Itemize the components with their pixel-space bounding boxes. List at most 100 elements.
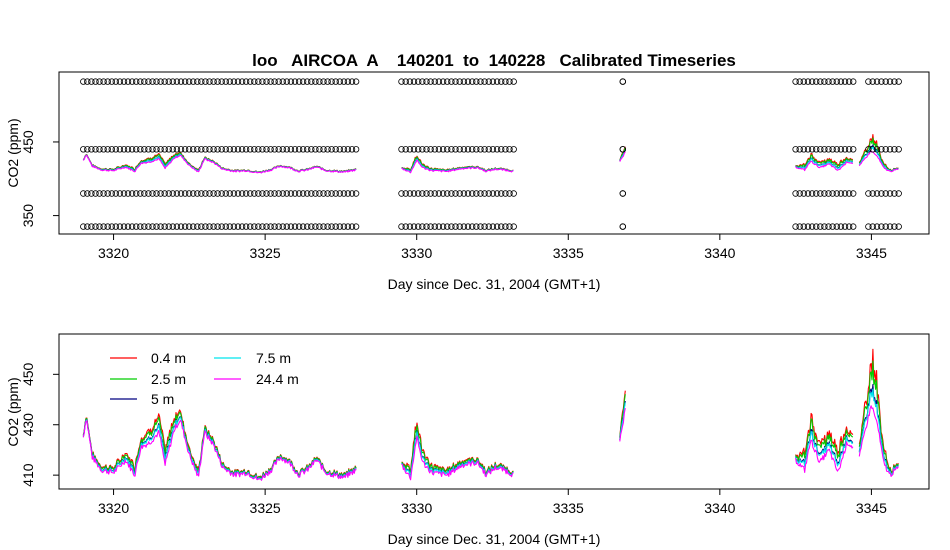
calibration-point: [460, 146, 468, 153]
calibration-point: [821, 146, 828, 153]
calibration-point: [402, 190, 409, 197]
calibration-point: [165, 146, 172, 153]
calibration-point: [886, 78, 894, 85]
bottom-y-tick-label-410: 410: [20, 463, 36, 487]
calibration-point: [222, 78, 229, 85]
calibration-point: [132, 223, 140, 230]
calibration-point: [878, 78, 885, 85]
calibration-point: [800, 146, 807, 153]
calibration-point: [410, 190, 418, 197]
calibration-point: [825, 146, 832, 153]
calibration-point: [456, 78, 463, 85]
calibration-point: [406, 190, 414, 197]
calibration-point: [177, 223, 185, 230]
bottom-series-7-5m-segment-4: [858, 388, 899, 476]
calibration-point: [419, 223, 426, 230]
calibration-point: [316, 190, 323, 197]
calibration-point: [267, 78, 274, 85]
calibration-point: [344, 78, 352, 85]
bottom-x-tick-label-3320: 3320: [98, 500, 129, 516]
bottom-series-24-4m-segment-3: [795, 439, 854, 473]
calibration-point: [226, 78, 233, 85]
calibration-point: [291, 78, 299, 85]
bottom-x-axis-label: Day since Dec. 31, 2004 (GMT+1): [388, 531, 601, 547]
calibration-point: [398, 223, 405, 230]
bottom-x-tick-label-3325: 3325: [250, 500, 281, 516]
bottom-plot-frame: [58, 333, 930, 490]
calibration-point: [332, 146, 339, 153]
calibration-point: [299, 223, 307, 230]
calibration-point: [837, 146, 845, 153]
calibration-point: [464, 78, 472, 85]
calibration-point: [821, 78, 828, 85]
calibration-point: [116, 78, 124, 85]
calibration-point: [145, 78, 152, 85]
calibration-point: [348, 78, 356, 85]
calibration-point: [845, 190, 853, 197]
calibration-point: [234, 190, 242, 197]
calibration-point: [181, 78, 189, 85]
calibration-point: [295, 223, 303, 230]
calibration-point: [882, 146, 889, 153]
calibration-point: [275, 146, 282, 153]
calibration-point: [218, 190, 225, 197]
calibration-point: [813, 146, 820, 153]
calibration-point: [279, 146, 286, 153]
legend-label-5m: 5 m: [151, 391, 174, 407]
top-x-axis: 3320 3325 3330 3335 3340 3345: [98, 234, 887, 261]
calibration-point: [833, 223, 840, 230]
calibration-point: [469, 223, 476, 230]
calibration-point: [489, 223, 497, 230]
calibration-point: [439, 78, 447, 85]
top-series-24-4m-segment-4: [858, 150, 899, 173]
calibration-point: [348, 146, 356, 153]
calibration-point: [279, 190, 286, 197]
calibration-point: [792, 190, 799, 197]
calibration-point: [316, 223, 323, 230]
calibration-point: [435, 190, 443, 197]
calibration-point: [452, 190, 459, 197]
calibration-point: [116, 223, 124, 230]
calibration-point: [88, 78, 95, 85]
calibration-point: [332, 223, 339, 230]
calibration-point: [177, 78, 185, 85]
bottom-series-2-5m-segment-0: [82, 411, 357, 479]
calibration-point: [132, 78, 140, 85]
calibration-point: [415, 78, 422, 85]
top-series-24-4m-segment-0: [82, 154, 357, 174]
calibration-point: [161, 146, 168, 153]
calibration-point: [100, 223, 107, 230]
calibration-point: [238, 78, 246, 85]
calibration-point: [96, 146, 103, 153]
calibration-point: [886, 190, 894, 197]
calibration-point: [435, 146, 443, 153]
calibration-point: [92, 190, 99, 197]
calibration-point: [153, 223, 160, 230]
calibration-point: [137, 190, 144, 197]
calibration-point: [402, 78, 409, 85]
calibration-point: [304, 223, 311, 230]
calibration-point: [796, 78, 803, 85]
calibration-point: [206, 190, 213, 197]
calibration-point: [796, 190, 803, 197]
bottom-x-tick-label-3330: 3330: [401, 500, 432, 516]
calibration-point: [804, 190, 812, 197]
calibration-point: [80, 223, 87, 230]
top-y-axis: 350 450: [20, 130, 59, 227]
calibration-point: [837, 78, 845, 85]
calibration-point: [865, 223, 872, 230]
calibration-point: [502, 190, 509, 197]
calibration-point: [792, 146, 799, 153]
calibration-point: [328, 78, 335, 85]
calibration-point: [271, 146, 278, 153]
calibration-point: [850, 223, 857, 230]
calibration-point: [477, 78, 484, 85]
calibration-point: [506, 190, 513, 197]
calibration-point: [189, 78, 197, 85]
calibration-point: [489, 146, 497, 153]
calibration-point: [344, 223, 352, 230]
calibration-point: [185, 223, 193, 230]
calibration-point: [410, 146, 418, 153]
calibration-point: [263, 190, 270, 197]
calibration-point: [398, 190, 405, 197]
